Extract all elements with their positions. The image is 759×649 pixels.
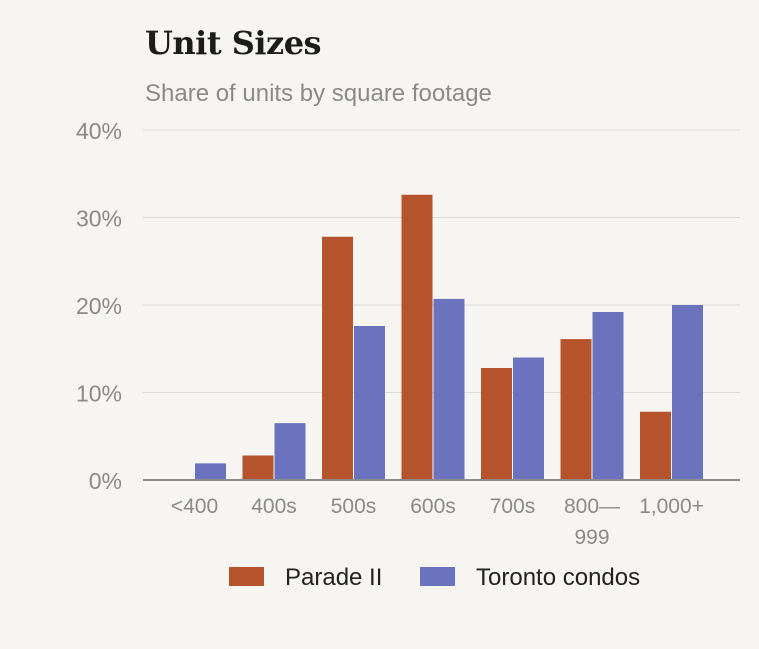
x-tick-label: 400s xyxy=(251,495,297,518)
x-tick-label: 600s xyxy=(410,495,456,518)
bar xyxy=(640,411,671,480)
y-tick-label: 10% xyxy=(76,381,122,407)
bar xyxy=(401,194,433,480)
y-tick-label: 0% xyxy=(89,468,122,494)
legend-swatch xyxy=(420,567,455,586)
bar xyxy=(592,312,624,480)
legend-swatch xyxy=(229,567,264,586)
bar xyxy=(274,423,306,480)
y-tick-label: 20% xyxy=(76,293,122,319)
bar xyxy=(560,339,592,480)
bar xyxy=(322,236,353,480)
chart-title: Unit Sizes xyxy=(145,24,322,62)
legend-label: Parade II xyxy=(285,564,382,591)
x-tick-label: <400 xyxy=(171,495,218,518)
legend-label: Toronto condos xyxy=(476,564,640,591)
bar xyxy=(672,305,703,480)
bar xyxy=(242,455,274,480)
bar xyxy=(481,368,512,480)
x-tick-label: 800— 999 xyxy=(564,495,620,549)
chart-subtitle: Share of units by square footage xyxy=(145,80,492,107)
x-tick-label: 700s xyxy=(490,495,536,518)
y-tick-label: 40% xyxy=(76,118,122,144)
bar xyxy=(513,357,544,480)
x-tick-label: 500s xyxy=(331,495,377,518)
bar xyxy=(195,463,226,480)
y-tick-label: 30% xyxy=(76,206,122,232)
x-tick-label: 1,000+ xyxy=(639,495,704,518)
bar xyxy=(354,326,385,480)
bar xyxy=(433,298,465,480)
